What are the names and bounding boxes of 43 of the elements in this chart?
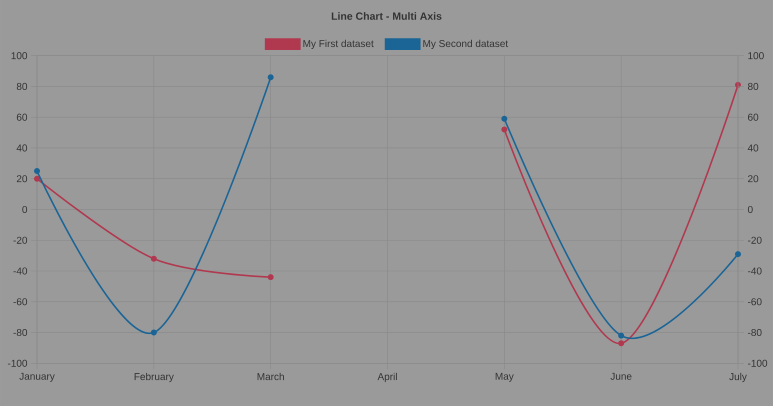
point <box>150 330 157 336</box>
point <box>618 340 624 346</box>
y2-tick-label: -80 <box>748 328 762 336</box>
point <box>268 74 274 80</box>
x-tick-label: April <box>378 372 397 382</box>
y-tick-label: -60 <box>13 298 28 306</box>
x-tick-label: June <box>610 372 632 380</box>
y2-tick-label: 40 <box>748 144 758 152</box>
x-tick-label: January <box>19 372 55 382</box>
y2-tick-label: -40 <box>748 267 762 275</box>
y-tick-label: 0 <box>22 206 28 214</box>
legend-label: My First dataset <box>303 40 374 50</box>
y2-tick-label: -100 <box>748 360 768 367</box>
y2-tick-label: 100 <box>748 52 764 60</box>
x-tick-label: May <box>496 372 514 382</box>
chart-title: Line Chart - Multi Axis <box>332 12 442 20</box>
y-tick-label: 20 <box>16 175 28 182</box>
y-tick-label: -100 <box>8 360 28 367</box>
y-tick-label: -20 <box>13 236 28 244</box>
y-tick-label: -80 <box>13 328 28 336</box>
y-tick-label: 100 <box>12 52 28 60</box>
y2-tick-label: -60 <box>748 298 762 306</box>
point <box>268 274 274 280</box>
point <box>34 176 40 182</box>
legend-label: My Second dataset <box>423 40 508 50</box>
point <box>34 168 40 174</box>
x-tick-label: February <box>134 372 174 382</box>
point <box>734 251 741 258</box>
y2-tick-label: -20 <box>748 236 762 244</box>
point <box>618 332 624 339</box>
y-tick-label: -40 <box>13 267 28 275</box>
point <box>501 126 508 133</box>
y2-tick-label: 0 <box>748 206 753 214</box>
x-tick-label: March <box>258 372 284 380</box>
y2-tick-label: 60 <box>748 114 758 121</box>
x-tick-label: July <box>729 372 747 382</box>
y-tick-label: 60 <box>16 114 28 121</box>
y2-tick-label: 80 <box>748 82 758 90</box>
y-tick-label: 40 <box>16 144 28 152</box>
y2-tick-label: 20 <box>748 175 758 182</box>
point <box>501 116 508 122</box>
point <box>150 256 157 262</box>
y-tick-label: 80 <box>16 82 28 90</box>
